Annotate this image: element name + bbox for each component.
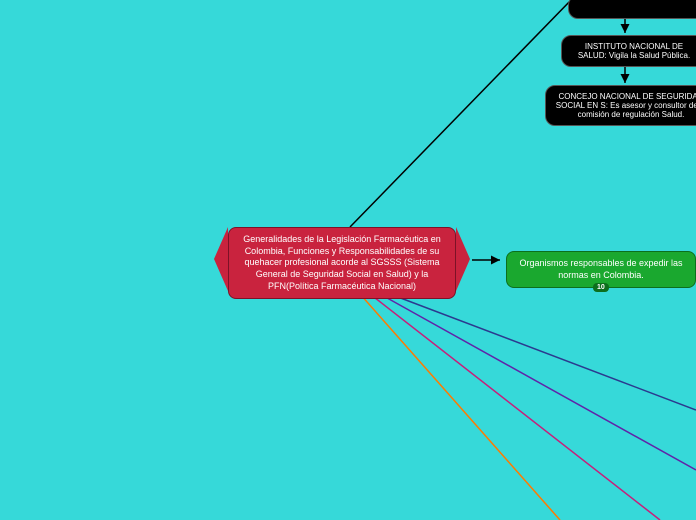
black-node-2[interactable]: CONCEJO NACIONAL DE SEGURIDAD SOCIAL EN … — [545, 85, 696, 126]
black-node-0[interactable] — [568, 0, 696, 19]
center-node[interactable]: Generalidades de la Legislación Farmacéu… — [228, 227, 456, 299]
ray-2 — [380, 294, 696, 470]
ray-4 — [360, 294, 560, 520]
green-badge: 10 — [593, 283, 609, 292]
center-chevron-right — [456, 227, 470, 291]
ray-3 — [370, 294, 660, 520]
black-node-1[interactable]: INSTITUTO NACIONAL DE SALUD: Vigila la S… — [561, 35, 696, 67]
ray-1 — [390, 294, 696, 410]
center-chevron-left — [214, 227, 228, 291]
